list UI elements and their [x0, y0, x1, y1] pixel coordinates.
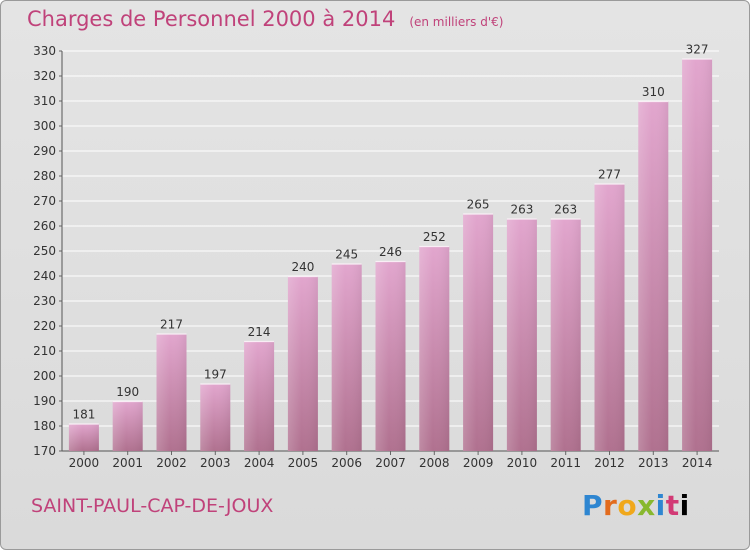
unit-label: (en milliers d'€) — [409, 15, 504, 29]
y-tick-label: 330 — [33, 44, 56, 58]
bar-highlight — [375, 261, 406, 451]
x-tick-label: 2012 — [594, 456, 625, 470]
data-label: 217 — [160, 318, 183, 332]
y-tick-label: 310 — [33, 94, 56, 108]
x-tick-label: 2010 — [507, 456, 538, 470]
bar-highlight — [68, 423, 99, 451]
y-tick-label: 320 — [33, 69, 56, 83]
y-tick-label: 270 — [33, 194, 56, 208]
y-tick-label: 260 — [33, 219, 56, 233]
y-tick-label: 190 — [33, 394, 56, 408]
bar-highlight — [419, 246, 450, 451]
x-tick-label: 2014 — [682, 456, 713, 470]
chart-title: Charges de Personnel 2000 à 2014 (en mill… — [27, 7, 503, 31]
bar-highlight — [463, 213, 494, 451]
x-tick-label: 2013 — [638, 456, 669, 470]
bar-highlight — [638, 101, 669, 451]
data-label: 252 — [423, 230, 446, 244]
bar-highlight — [287, 276, 318, 451]
y-tick-label: 200 — [33, 369, 56, 383]
data-label: 327 — [686, 43, 709, 57]
data-label: 246 — [379, 245, 402, 259]
data-label: 214 — [248, 325, 271, 339]
data-label: 197 — [204, 368, 227, 382]
y-tick-label: 180 — [33, 419, 56, 433]
x-tick-label: 2002 — [156, 456, 187, 470]
y-tick-label: 250 — [33, 244, 56, 258]
bar-highlight — [331, 263, 362, 451]
data-label: 265 — [467, 198, 490, 212]
x-tick-label: 2005 — [288, 456, 319, 470]
bar-highlight — [200, 383, 231, 451]
bar-highlight — [550, 218, 581, 451]
x-tick-label: 2011 — [550, 456, 581, 470]
y-tick-label: 210 — [33, 344, 56, 358]
x-tick-label: 2008 — [419, 456, 450, 470]
y-tick-label: 170 — [33, 444, 56, 458]
proxiti-logo: Proxiti — [582, 489, 690, 522]
y-tick-label: 220 — [33, 319, 56, 333]
bar-highlight — [244, 341, 275, 451]
data-label: 263 — [510, 203, 533, 217]
y-tick-label: 290 — [33, 144, 56, 158]
x-tick-label: 2001 — [112, 456, 143, 470]
y-tick-label: 280 — [33, 169, 56, 183]
title-text: Charges de Personnel 2000 à 2014 — [27, 7, 396, 31]
data-label: 263 — [554, 203, 577, 217]
bar-highlight — [682, 58, 713, 451]
y-tick-label: 230 — [33, 294, 56, 308]
x-tick-label: 2003 — [200, 456, 231, 470]
data-label: 277 — [598, 168, 621, 182]
data-label: 240 — [291, 260, 314, 274]
bar-highlight — [156, 333, 187, 451]
bar-highlight — [112, 401, 143, 451]
y-tick-label: 300 — [33, 119, 56, 133]
x-tick-label: 2000 — [69, 456, 100, 470]
data-label: 245 — [335, 248, 358, 262]
data-label: 181 — [72, 408, 95, 422]
x-tick-label: 2006 — [331, 456, 362, 470]
place-name: SAINT-PAUL-CAP-DE-JOUX — [31, 495, 274, 517]
bar-highlight — [594, 183, 625, 451]
x-tick-label: 2007 — [375, 456, 406, 470]
data-label: 310 — [642, 85, 665, 99]
data-label: 190 — [116, 385, 139, 399]
bar-highlight — [506, 218, 537, 451]
x-tick-label: 2009 — [463, 456, 494, 470]
x-tick-label: 2004 — [244, 456, 275, 470]
y-tick-label: 240 — [33, 269, 56, 283]
